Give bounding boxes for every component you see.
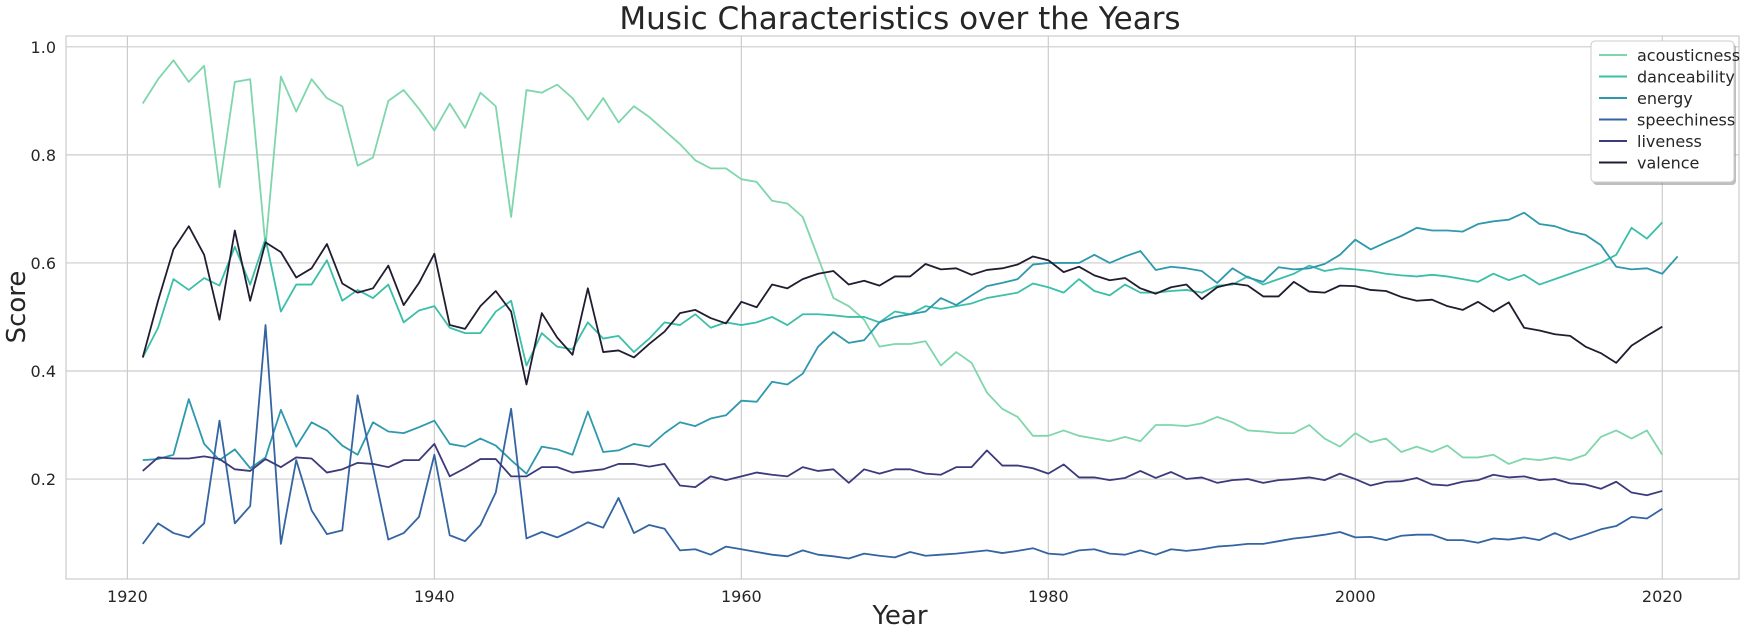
plot-frame <box>65 35 1740 580</box>
x-axis-ticks: 1920 1940 1960 1980 2000 2020 <box>107 587 1683 606</box>
series-line-danceability <box>141 221 1663 367</box>
series-line-speechiness <box>142 324 1663 560</box>
legend-label: speechiness <box>1637 111 1735 130</box>
y-tick-label: 0.4 <box>31 362 56 381</box>
grid <box>66 36 1739 579</box>
legend: acousticness danceability energy speechines… <box>1590 40 1740 185</box>
x-tick-label: 1980 <box>1028 587 1069 606</box>
x-axis-label: Year <box>871 601 927 631</box>
legend-label: danceability <box>1637 68 1735 87</box>
x-tick-label: 2020 <box>1642 587 1683 606</box>
y-tick-label: 0.6 <box>31 254 56 273</box>
y-axis-ticks: 0.2 0.4 0.6 0.8 1.0 <box>31 38 56 489</box>
x-tick-label: 1940 <box>414 587 455 606</box>
legend-label: energy <box>1637 89 1693 108</box>
chart-title: Music Characteristics over the Years <box>619 1 1180 37</box>
y-tick-label: 0.8 <box>31 146 56 165</box>
series-line-liveness <box>142 443 1663 497</box>
y-tick-label: 0.2 <box>31 470 56 489</box>
legend-label: valence <box>1637 154 1699 173</box>
series-line-energy <box>142 211 1679 475</box>
legend-label: liveness <box>1637 132 1702 151</box>
x-tick-label: 1920 <box>107 587 148 606</box>
y-tick-label: 1.0 <box>31 38 56 57</box>
series-line-valence <box>141 225 1663 386</box>
plot-lines <box>141 59 1679 560</box>
x-tick-label: 2000 <box>1335 587 1376 606</box>
legend-label: acousticness <box>1637 46 1740 65</box>
x-tick-label: 1960 <box>721 587 762 606</box>
y-axis-label: Score <box>2 271 32 344</box>
series-line-acousticness <box>141 59 1664 465</box>
